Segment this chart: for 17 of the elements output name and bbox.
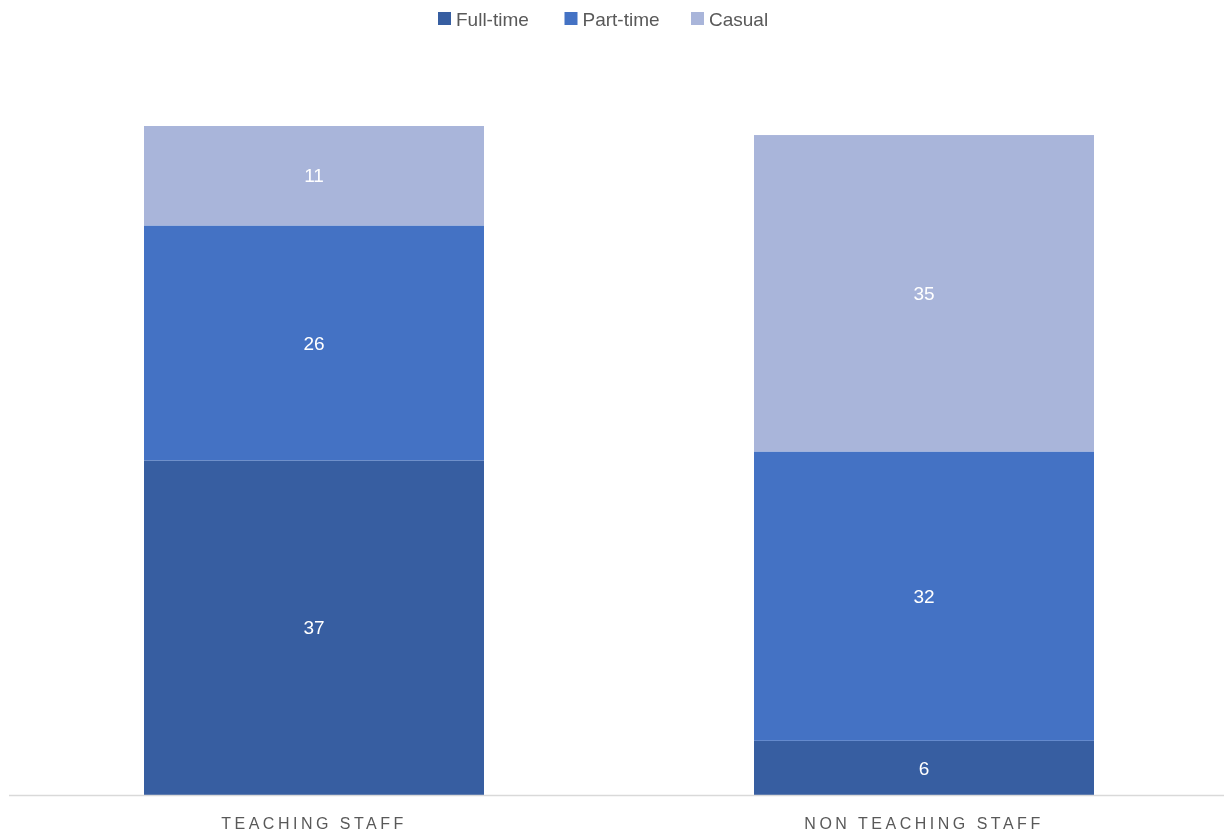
data-label: 11 [304,165,324,187]
x-tick-label: TEACHING STAFF [221,815,407,832]
x-tick-label: NON TEACHING STAFF [804,815,1044,832]
data-label: 32 [913,585,935,607]
bar [144,225,484,461]
data-label: 35 [913,282,935,304]
bar [754,451,1094,741]
data-label: 37 [303,617,325,639]
bar [754,135,1094,452]
legend-label: Full-time [456,8,529,30]
bar [754,740,1094,795]
bar [144,126,484,226]
legend-label: Casual [709,8,769,30]
data-label: 6 [918,757,930,779]
data-label: 26 [303,332,325,354]
bar [144,460,484,795]
legend-label: Part-time [582,8,660,30]
